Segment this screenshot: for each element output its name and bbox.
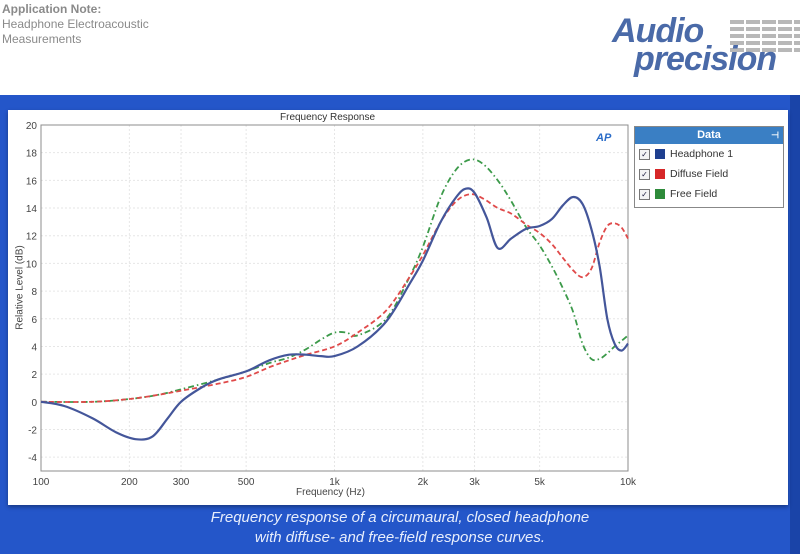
x-tick-label: 1k (329, 477, 341, 488)
caption-line-2: with diffuse- and free-field response cu… (254, 529, 546, 546)
ap-badge-icon: AP (596, 132, 612, 144)
legend-item-free-field[interactable]: ✓ Free Field (635, 184, 783, 204)
y-tick-label: 2 (31, 370, 37, 381)
app-note-title: Application Note: (2, 2, 102, 16)
x-tick-label: 300 (173, 477, 190, 488)
y-tick-label: 14 (26, 204, 38, 215)
y-tick-label: 0 (31, 398, 37, 409)
subtitle-line-2: Measurements (2, 32, 82, 46)
checkbox[interactable]: ✓ (639, 188, 650, 200)
x-tick-label: 10k (620, 477, 637, 488)
legend-label: Diffuse Field (670, 168, 729, 180)
legend-title: Data (697, 129, 721, 141)
chart-title: Frequency Response (280, 112, 376, 123)
blue-band-shade (790, 95, 800, 554)
y-tick-label: 10 (26, 259, 38, 270)
x-tick-label: 2k (418, 477, 430, 488)
x-tick-label: 5k (534, 477, 546, 488)
figure-caption: Frequency response of a circumaural, clo… (0, 508, 800, 548)
checkbox[interactable]: ✓ (639, 168, 650, 180)
audio-precision-logo: Audio precision (612, 12, 800, 82)
caption-line-1: Frequency response of a circumaural, clo… (210, 509, 590, 526)
legend-panel: Data ⊣ ✓ Headphone 1 ✓ Diffuse Field ✓ F… (634, 126, 784, 208)
y-tick-label: 12 (26, 232, 38, 243)
x-tick-label: 100 (33, 477, 50, 488)
x-axis-label: Frequency (Hz) (296, 487, 365, 498)
color-swatch (655, 149, 665, 159)
legend-header: Data ⊣ (635, 127, 783, 144)
y-axis-label: Relative Level (dB) (14, 245, 26, 330)
pin-icon[interactable]: ⊣ (771, 130, 779, 140)
series-free-field (40, 158, 629, 403)
legend-item-headphone-1[interactable]: ✓ Headphone 1 (635, 144, 783, 164)
legend-label: Free Field (670, 188, 718, 200)
y-tick-label: 6 (31, 315, 37, 326)
subtitle-line-1: Headphone Electroacoustic (2, 17, 149, 31)
grid-lines (40, 124, 629, 471)
series-diffuse-field (40, 193, 629, 403)
logo-text-audio: Audio (612, 12, 704, 50)
y-tick-label: -4 (28, 453, 37, 464)
logo-bars-icon (730, 20, 800, 56)
y-tick-label: 8 (31, 287, 37, 298)
legend-item-diffuse-field[interactable]: ✓ Diffuse Field (635, 164, 783, 184)
y-tick-label: 16 (26, 176, 38, 187)
y-tick-labels: -4 -2 0 2 4 6 8 10 12 14 16 18 20 (26, 121, 38, 464)
legend-label: Headphone 1 (670, 148, 734, 160)
app-note-subtitle: Headphone Electroacoustic Measurements (2, 17, 222, 47)
y-tick-label: -2 (28, 425, 37, 436)
y-tick-label: 4 (31, 342, 37, 353)
x-tick-labels: 100 200 300 500 1k 2k 3k 5k 10k (33, 477, 637, 488)
x-tick-label: 3k (469, 477, 481, 488)
series-headphone-1 (40, 187, 629, 441)
checkbox[interactable]: ✓ (639, 148, 650, 160)
x-tick-label: 500 (238, 477, 255, 488)
y-tick-label: 20 (26, 121, 38, 132)
logo-text-precision: precision (634, 40, 777, 78)
series-lines (40, 158, 629, 441)
plot-frame (40, 124, 629, 472)
y-tick-label: 18 (26, 149, 38, 160)
color-swatch (655, 169, 665, 179)
color-swatch (655, 189, 665, 199)
x-tick-label: 200 (121, 477, 138, 488)
